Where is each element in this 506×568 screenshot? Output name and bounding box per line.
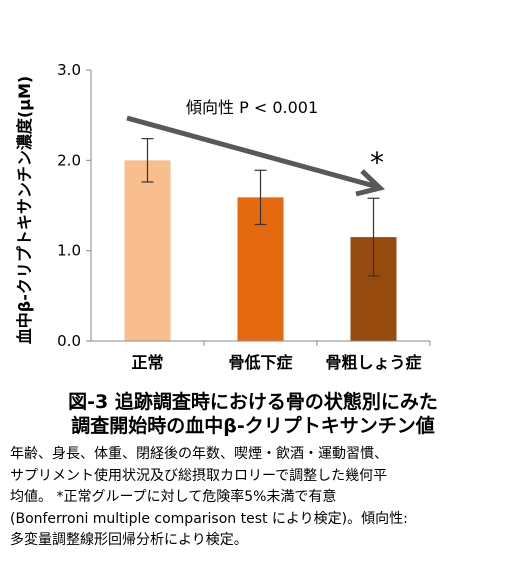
trend-annotation: 傾向性 P < 0.001 *	[126, 98, 386, 197]
y-axis-label: 血中β-クリプトキサンチン濃度(μM)	[15, 76, 34, 344]
y-tick-label: 0.0	[57, 332, 81, 350]
bar-1	[124, 160, 171, 341]
caption-line: 均値。 *正常グループに対して危険率5%未満で有意	[10, 489, 337, 505]
figure-title-line-2: 調査開始時の血中β-クリプトキサンチン値	[71, 415, 435, 437]
caption-line: 年齢、身長、体重、閉経後の年数、喫煙・飲酒・運動習慣、	[10, 446, 388, 462]
y-axis-title: 血中β-クリプトキサンチン濃度(μM)	[15, 76, 34, 344]
bar-chart: 血中β-クリプトキサンチン濃度(μM) 0.0 1.0 2.0 3.0 正常 骨低下症 骨…	[15, 61, 431, 372]
caption-line: サプリメント使用状況及び総摂取カロリーで調整した幾何平	[10, 467, 388, 484]
x-axis-ticks: 正常 骨低下症 骨粗しょう症	[131, 341, 431, 372]
error-bars	[141, 138, 380, 277]
trend-label: 傾向性 P < 0.001	[186, 98, 318, 117]
trend-arrow	[126, 115, 379, 190]
figure-caption: 年齢、身長、体重、閉経後の年数、喫煙・飲酒・運動習慣、 サプリメント使用状況及び…	[10, 444, 496, 552]
y-tick-label: 2.0	[57, 151, 81, 169]
x-tick-label: 骨低下症	[228, 353, 292, 372]
caption-line: 多変量調整線形回帰分析により検定。	[10, 532, 248, 548]
x-tick-label: 正常	[131, 353, 163, 372]
figure-title-line-1: 図-3 追跡調査時における骨の状態別にみた	[68, 391, 438, 413]
y-tick-label: 3.0	[57, 61, 81, 79]
trend-arrowhead	[355, 169, 386, 197]
x-tick-label: 骨粗しょう症	[325, 353, 421, 372]
y-tick-label: 1.0	[57, 242, 81, 260]
caption-line: (Bonferroni multiple comparison test により…	[10, 510, 408, 527]
significance-asterisk: *	[370, 146, 384, 179]
y-axis-ticks: 0.0 1.0 2.0 3.0	[57, 61, 91, 350]
